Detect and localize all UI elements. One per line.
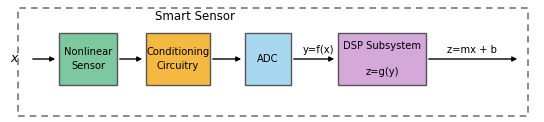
Text: y=f(x): y=f(x) <box>302 45 334 55</box>
Text: x: x <box>10 52 18 66</box>
Text: Conditioning
Circuitry: Conditioning Circuitry <box>146 47 209 71</box>
Text: z=mx + b: z=mx + b <box>447 45 497 55</box>
Bar <box>338 33 426 85</box>
Bar <box>245 33 291 85</box>
Text: Nonlinear
Sensor: Nonlinear Sensor <box>64 47 112 71</box>
Bar <box>18 8 528 116</box>
Text: Smart Sensor: Smart Sensor <box>155 10 235 23</box>
Text: DSP Subsystem

z=g(y): DSP Subsystem z=g(y) <box>343 41 421 77</box>
Bar <box>59 33 117 85</box>
Bar <box>146 33 210 85</box>
Text: ADC: ADC <box>257 54 279 64</box>
